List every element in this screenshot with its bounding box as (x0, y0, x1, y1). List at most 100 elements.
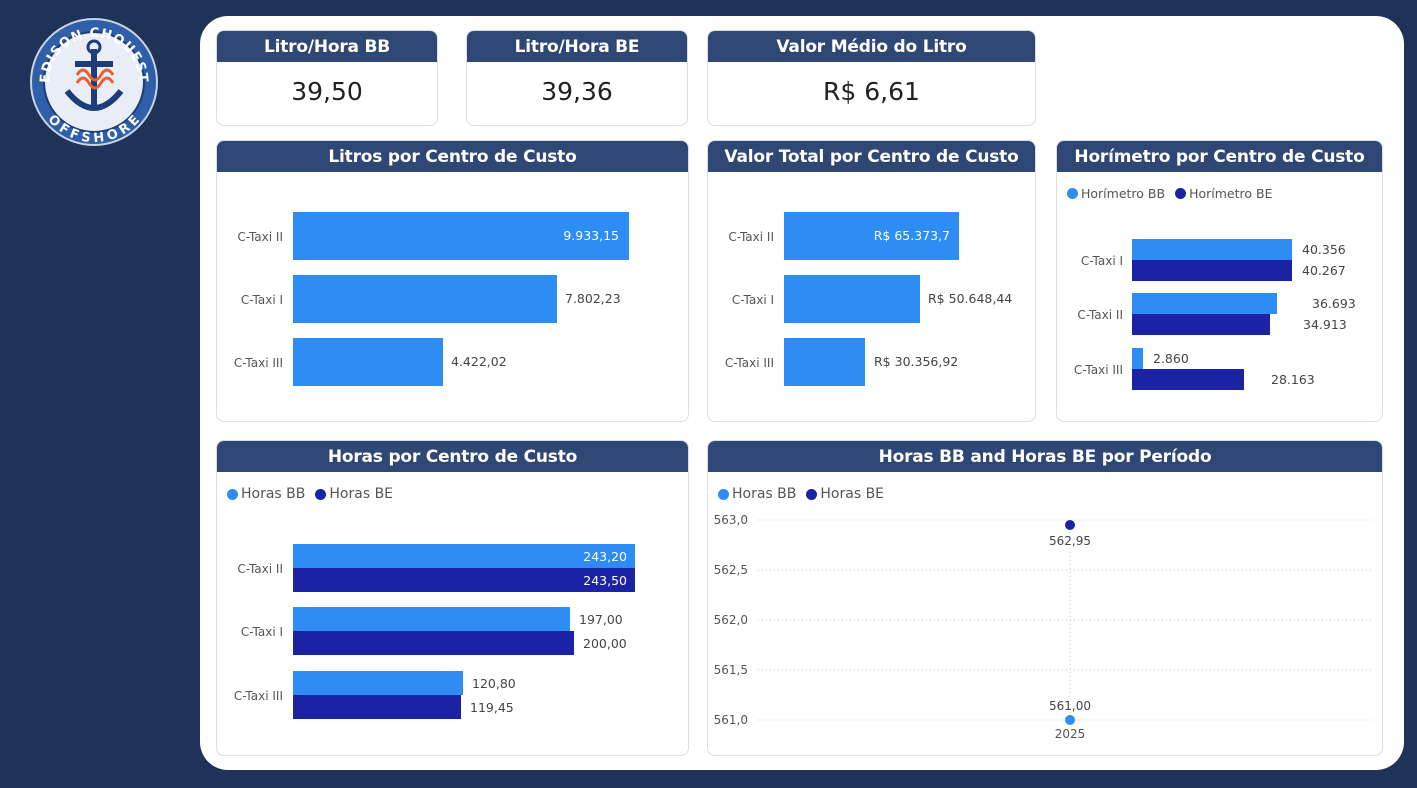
y-tick-label: 561,5 (714, 663, 748, 677)
legend-item[interactable]: Horas BB (227, 486, 305, 502)
bar-horimetro-bb-c-taxi-iii[interactable] (1132, 348, 1143, 369)
dashboard-canvas: Litro/Hora BB 39,50 Litro/Hora BE 39,36 … (200, 16, 1404, 770)
bar-horas-bb-c-taxi-ii[interactable] (293, 544, 635, 568)
legend-dot (1175, 188, 1187, 199)
bar-horas-bb-c-taxi-iii[interactable] (293, 671, 463, 695)
kpi-card-litro-hora-bb: Litro/Hora BB 39,50 (216, 30, 438, 126)
bar-horimetro-be-c-taxi-i[interactable] (1132, 260, 1292, 281)
point-horas-bb[interactable] (1065, 715, 1075, 725)
bar-c-taxi-ii[interactable] (784, 212, 959, 260)
x-tick-label: 2025 (1055, 727, 1086, 741)
data-label: 36.693 (1312, 296, 1356, 311)
chart-legend: Horas BB Horas BE (718, 486, 890, 502)
data-label: 40.267 (1302, 263, 1346, 278)
category-label: C-Taxi I (240, 625, 283, 639)
data-label: 243,50 (583, 573, 627, 588)
bar-c-taxi-i[interactable] (293, 275, 557, 323)
kpi-value: R$ 6,61 (823, 77, 920, 106)
chart-horimetro-por-centro: Horímetro por Centro de Custo Horímetro … (1056, 140, 1383, 422)
data-label: 7.802,23 (565, 291, 621, 306)
kpi-card-litro-hora-be: Litro/Hora BE 39,36 (466, 30, 688, 126)
y-tick-label: 561,0 (714, 713, 748, 727)
legend-label: Horímetro BE (1189, 186, 1273, 201)
bar-horas-be-c-taxi-ii[interactable] (293, 568, 635, 592)
chart-legend: Horas BB Horas BE (227, 486, 399, 502)
data-label: 120,80 (472, 676, 516, 691)
chart-title: Horímetro por Centro de Custo (1057, 141, 1382, 172)
data-label: 200,00 (583, 636, 627, 651)
category-label: C-Taxi III (233, 356, 283, 370)
category-label: C-Taxi III (233, 689, 283, 703)
bar-horimetro-be-c-taxi-iii[interactable] (1132, 369, 1244, 390)
data-label: 34.913 (1303, 317, 1347, 332)
data-label: 562,95 (1049, 534, 1091, 548)
legend-item[interactable]: Horímetro BE (1175, 186, 1272, 201)
bar-c-taxi-ii[interactable] (293, 212, 629, 260)
chart-title: Litros por Centro de Custo (217, 141, 688, 172)
legend-label: Horas BE (329, 486, 394, 502)
kpi-value: 39,36 (541, 77, 613, 106)
legend-label: Horas BB (241, 486, 306, 502)
category-label: C-Taxi II (237, 230, 283, 244)
data-label: 40.356 (1302, 242, 1346, 257)
data-label: 2.860 (1153, 351, 1189, 366)
category-label: C-Taxi II (1077, 308, 1123, 322)
data-label: R$ 30.356,92 (874, 354, 959, 369)
bar-horas-bb-c-taxi-i[interactable] (293, 607, 570, 631)
chart-horas-por-periodo: Horas BB and Horas BE por Período Horas … (707, 440, 1383, 756)
legend-label: Horas BB (732, 486, 797, 502)
data-label: R$ 65.373,7 (873, 228, 950, 243)
y-tick-label: 562,5 (714, 563, 748, 577)
y-tick-label: 562,0 (714, 613, 748, 627)
chart-valor-total-por-centro: Valor Total por Centro de Custo C-Taxi I… (707, 140, 1036, 422)
kpi-title: Litro/Hora BE (467, 31, 687, 62)
category-label: C-Taxi I (731, 293, 774, 307)
point-horas-be[interactable] (1065, 520, 1075, 530)
bar-horas-be-c-taxi-iii[interactable] (293, 695, 461, 719)
legend-dot (227, 488, 238, 500)
chart-title: Horas BB and Horas BE por Período (708, 441, 1382, 472)
legend-item[interactable]: Horas BB (718, 486, 796, 502)
data-label: 197,00 (579, 612, 623, 627)
bar-horimetro-be-c-taxi-ii[interactable] (1132, 314, 1270, 335)
data-label: R$ 50.648,44 (928, 291, 1013, 306)
legend-item[interactable]: Horas BE (806, 486, 884, 502)
legend-item[interactable]: Horas BE (315, 486, 393, 502)
category-label: C-Taxi I (240, 293, 283, 307)
bar-horas-be-c-taxi-i[interactable] (293, 631, 574, 655)
category-label: C-Taxi II (237, 562, 283, 576)
bar-c-taxi-iii[interactable] (784, 338, 865, 386)
chart-horas-por-centro: Horas por Centro de Custo Horas BB Horas… (216, 440, 689, 756)
legend-label: Horas BE (820, 486, 885, 502)
chart-litros-por-centro: Litros por Centro de Custo C-Taxi II C-T… (216, 140, 689, 422)
y-tick-label: 563,0 (714, 513, 748, 527)
legend-label: Horímetro BB (1081, 186, 1166, 201)
data-label: 4.422,02 (451, 354, 507, 369)
kpi-card-valor-medio: Valor Médio do Litro R$ 6,61 (707, 30, 1036, 126)
legend-dot (315, 488, 327, 500)
chart-title: Horas por Centro de Custo (217, 441, 688, 472)
chart-title: Valor Total por Centro de Custo (708, 141, 1035, 172)
data-label: 28.163 (1271, 372, 1315, 387)
category-label: C-Taxi I (1080, 254, 1123, 268)
scatter-plot: 563,0 562,5 562,0 561,5 561,0 2025 561,00 562,9… (714, 513, 1373, 741)
category-label: C-Taxi II (728, 230, 774, 244)
anchor-icon: EDISON CHOUEST OFFSHORE (30, 18, 158, 146)
data-label: 243,20 (583, 549, 627, 564)
chart-legend: Horímetro BB Horímetro BE (1067, 186, 1278, 201)
bar-c-taxi-i[interactable] (784, 275, 920, 323)
category-label: C-Taxi III (1073, 363, 1123, 377)
kpi-value: 39,50 (291, 77, 363, 106)
bar-c-taxi-iii[interactable] (293, 338, 443, 386)
data-label: 119,45 (470, 700, 514, 715)
legend-dot (1067, 188, 1078, 199)
data-label: 561,00 (1049, 699, 1091, 713)
company-logo: EDISON CHOUEST OFFSHORE (29, 17, 159, 147)
bar-horimetro-bb-c-taxi-i[interactable] (1132, 239, 1292, 260)
data-label: 9.933,15 (563, 228, 619, 243)
kpi-title: Litro/Hora BB (217, 31, 437, 62)
category-label: C-Taxi III (724, 356, 774, 370)
bar-horimetro-bb-c-taxi-ii[interactable] (1132, 293, 1277, 314)
legend-item[interactable]: Horímetro BB (1067, 186, 1165, 201)
legend-dot (806, 488, 818, 500)
